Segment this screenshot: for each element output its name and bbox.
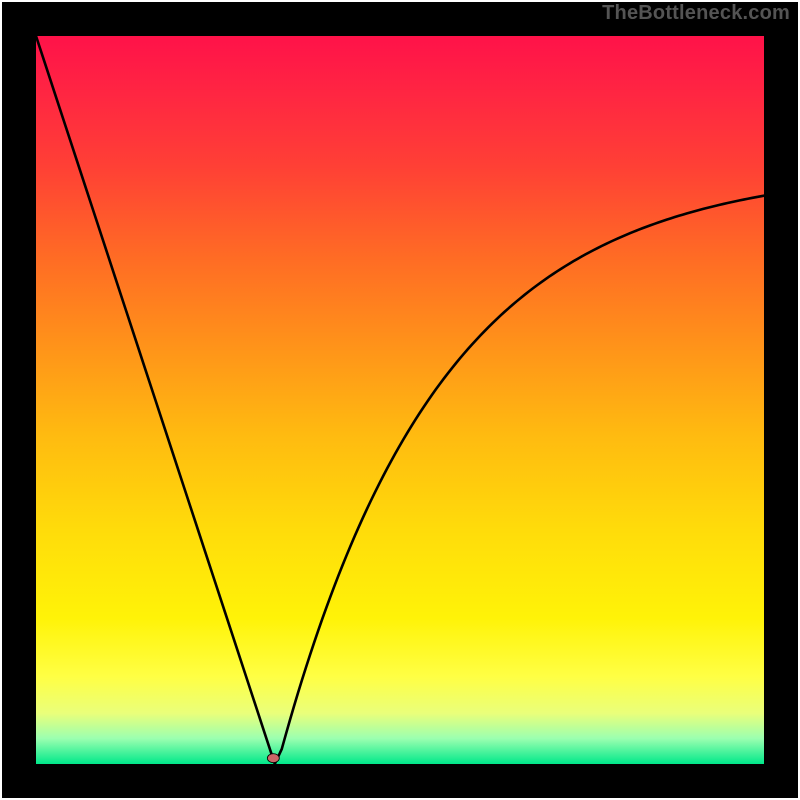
- watermark-text: TheBottleneck.com: [602, 2, 790, 25]
- chart-container: TheBottleneck.com: [0, 0, 800, 800]
- chart-background-gradient: [36, 36, 764, 764]
- bottleneck-curve-chart: [0, 0, 800, 800]
- minimum-marker: [267, 754, 279, 763]
